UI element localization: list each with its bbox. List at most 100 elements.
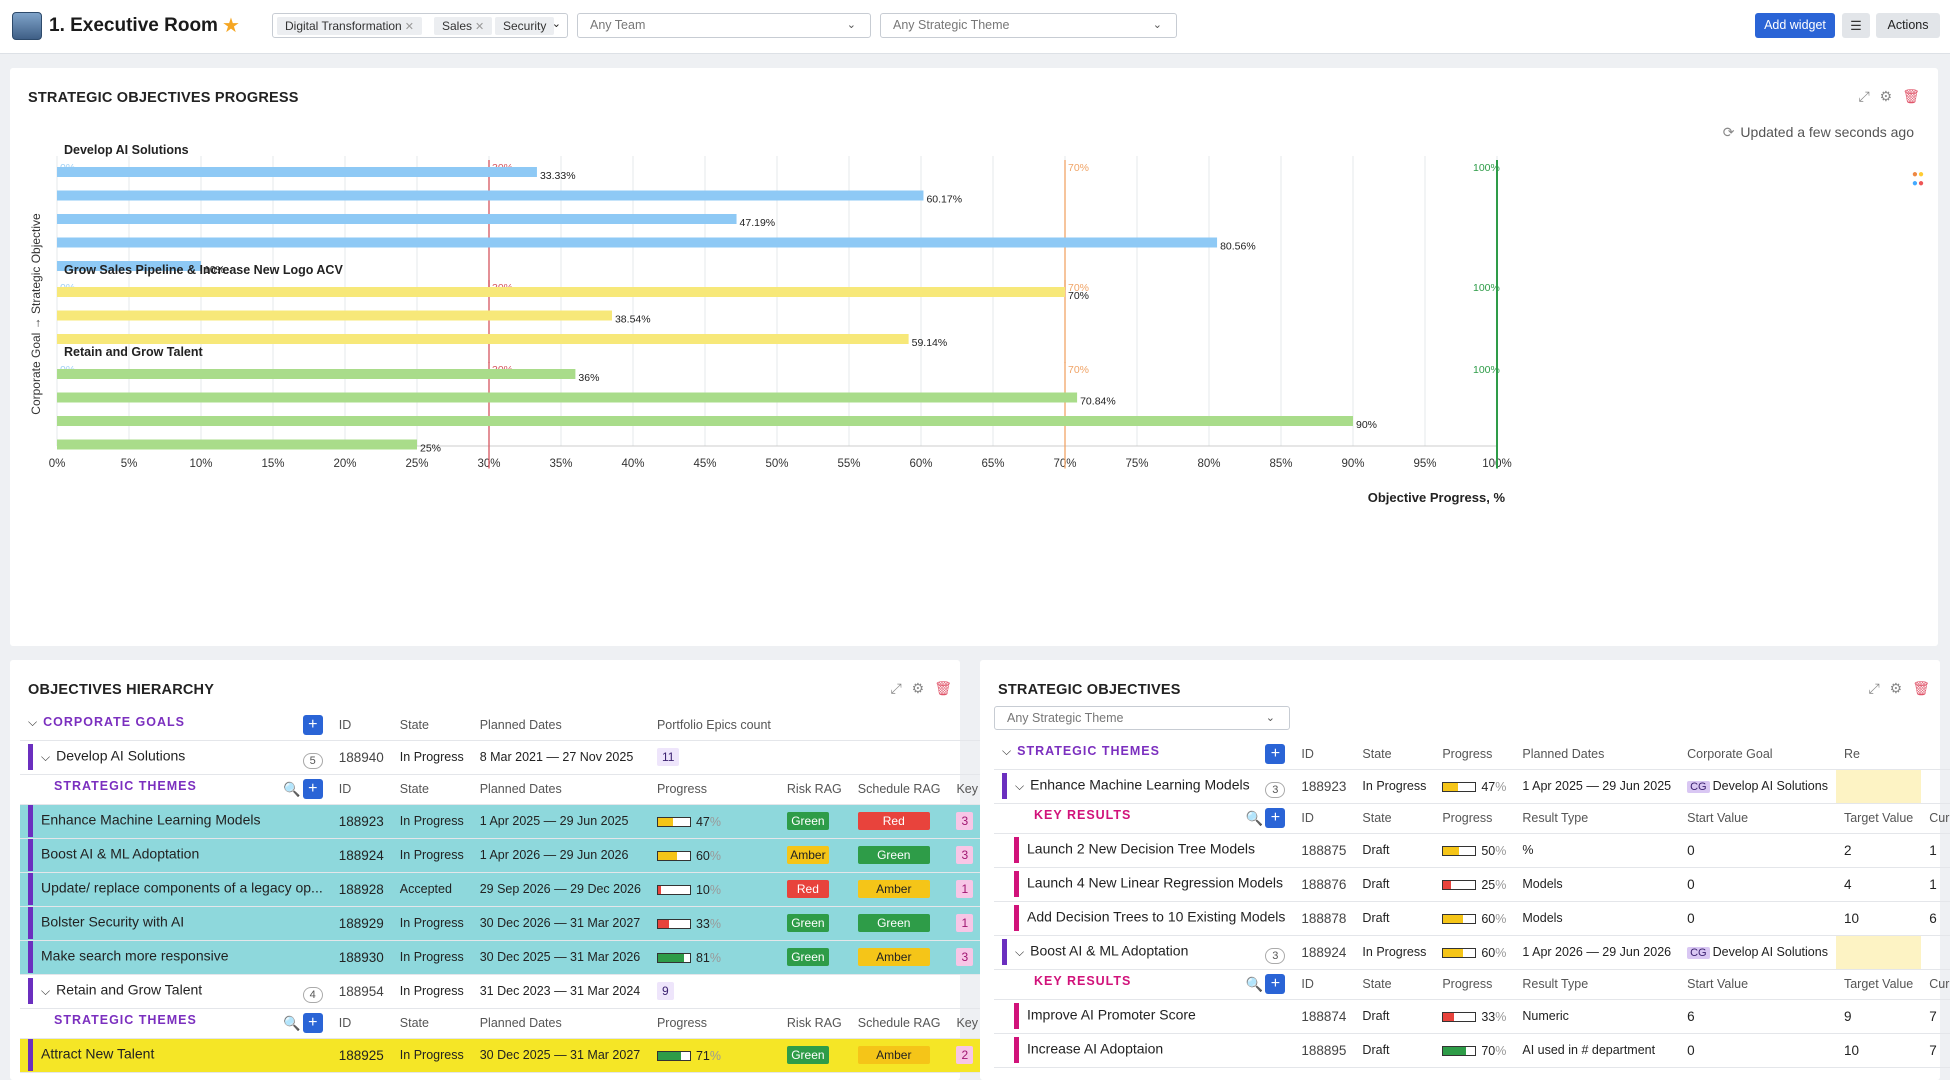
add-theme-button[interactable]: +	[302, 779, 323, 799]
tag-chip[interactable]: Digital Transformation ✕	[277, 17, 422, 35]
strategic-theme-select[interactable]: Any Strategic Theme ⌄	[880, 13, 1177, 38]
tag-chip[interactable]: Security	[495, 17, 555, 35]
column-header[interactable]: ID	[1293, 739, 1355, 770]
kr-name[interactable]: Launch 2 New Decision Tree Models	[1027, 840, 1256, 857]
chevron-down-icon[interactable]: ⌄	[551, 18, 561, 30]
theme-name[interactable]: Enhance Machine Learning Models	[1030, 776, 1250, 793]
actions-button[interactable]: Actions	[1876, 13, 1940, 38]
goal-row[interactable]: ⌵ Develop AI Solutions 5 188940 In Progres…	[20, 740, 993, 775]
chevron-down-icon[interactable]: ⌵	[1015, 944, 1025, 959]
add-goal-button[interactable]: +	[302, 714, 323, 735]
trash-icon[interactable]: 🗑	[1902, 88, 1920, 104]
theme-name[interactable]: Bolster Security with AI	[41, 913, 185, 930]
team-select[interactable]: Any Team ⌄	[577, 13, 871, 38]
column-header[interactable]: State	[391, 774, 472, 805]
search-icon[interactable]: 🔍	[283, 780, 301, 797]
column-header[interactable]: Risk RAG	[778, 1008, 850, 1039]
chevron-down-icon[interactable]: ⌵	[28, 714, 38, 729]
column-header[interactable]: Result Type	[1514, 969, 1680, 1000]
theme-name[interactable]: Attract New Talent	[41, 1045, 155, 1062]
favorite-star-icon[interactable]: ★	[222, 15, 240, 37]
column-header[interactable]: Planned Dates	[1514, 739, 1680, 770]
gear-icon[interactable]: ⚙	[1889, 680, 1903, 696]
theme-row[interactable]: ⌵ Enhance Machine Learning Models 3 188923…	[994, 769, 1950, 804]
goal-name[interactable]: Retain and Grow Talent	[56, 981, 203, 998]
column-header[interactable]: State	[1354, 803, 1435, 834]
expand-icon[interactable]: ⤢	[1868, 680, 1880, 696]
theme-row[interactable]: ⌵ Boost AI & ML Adoptation 3 188924 In Pro…	[994, 935, 1950, 970]
search-icon[interactable]: 🔍	[1245, 975, 1264, 992]
theme-name[interactable]: Boost AI & ML Adoptation	[1030, 942, 1189, 959]
column-header[interactable]: Planned Dates	[471, 710, 649, 741]
column-header[interactable]: State	[1354, 739, 1435, 770]
goal-row[interactable]: ⌵ Retain and Grow Talent 4 188954 In Progr…	[20, 974, 993, 1009]
column-header[interactable]: Risk RAG	[778, 774, 850, 805]
strategic-theme-filter[interactable]: Any Strategic Theme ⌄	[994, 706, 1290, 730]
column-header[interactable]: Re	[1835, 739, 1922, 770]
theme-name[interactable]: Enhance Machine Learning Models	[41, 811, 261, 828]
search-icon[interactable]: 🔍	[283, 1014, 301, 1031]
kr-name[interactable]: Increase AI Adoptaion	[1027, 1040, 1164, 1057]
theme-row[interactable]: Enhance Machine Learning Models 188923 I…	[20, 804, 993, 839]
column-header[interactable]: Progress	[648, 1008, 779, 1039]
key-result-row[interactable]: Add Decision Trees to 10 Existing Models…	[994, 901, 1950, 936]
add-key-result-button[interactable]: +	[1265, 808, 1286, 828]
column-header[interactable]: ID	[330, 710, 392, 741]
key-result-row[interactable]: Launch 2 New Decision Tree Models 188875…	[994, 833, 1950, 868]
trash-icon[interactable]: 🗑	[934, 680, 952, 696]
column-header[interactable]: Start Value	[1679, 969, 1836, 1000]
column-header[interactable]: Schedule RAG	[849, 1008, 949, 1039]
column-header[interactable]: ID	[330, 774, 392, 805]
color-palette-icon[interactable]: ●● ●●	[1911, 169, 1924, 189]
theme-row[interactable]: Bolster Security with AI 188929 In Progr…	[20, 906, 993, 941]
key-result-row[interactable]: Improve AI Promoter Score 188874 Draft 3…	[994, 999, 1950, 1034]
add-theme-button[interactable]: +	[1265, 743, 1286, 764]
remove-tag-icon[interactable]: ✕	[475, 21, 485, 33]
column-header[interactable]: Progress	[1434, 803, 1515, 834]
column-header[interactable]: State	[391, 710, 472, 741]
chevron-down-icon[interactable]: ⌵	[41, 749, 51, 764]
add-widget-button[interactable]: Add widget	[1755, 13, 1835, 38]
theme-row[interactable]: Update/ replace components of a legacy o…	[20, 872, 993, 907]
column-header[interactable]: Result Type	[1514, 803, 1680, 834]
remove-tag-icon[interactable]: ✕	[404, 21, 414, 33]
column-header[interactable]: State	[391, 1008, 472, 1039]
theme-row[interactable]: Boost AI & ML Adoptation 188924 In Progr…	[20, 838, 993, 873]
column-header[interactable]: ID	[1293, 803, 1355, 834]
goal-name[interactable]: Develop AI Solutions	[56, 747, 186, 764]
chevron-down-icon[interactable]: ⌵	[1015, 778, 1025, 793]
gear-icon[interactable]: ⚙	[911, 680, 925, 696]
column-header[interactable]: Corporate Goal	[1679, 739, 1836, 770]
kr-name[interactable]: Improve AI Promoter Score	[1027, 1006, 1196, 1023]
add-theme-button[interactable]: +	[302, 1013, 323, 1033]
theme-name[interactable]: Update/ replace components of a legacy o…	[41, 879, 323, 896]
kr-name[interactable]: Launch 4 New Linear Regression Models	[1027, 874, 1284, 891]
theme-name[interactable]: Make search more responsive	[41, 947, 229, 964]
column-header[interactable]: Schedule RAG	[849, 774, 949, 805]
gear-icon[interactable]: ⚙	[1879, 88, 1893, 104]
filter-icon[interactable]: ☰	[1842, 13, 1870, 38]
chevron-down-icon[interactable]: ⌵	[1002, 743, 1012, 758]
column-header[interactable]: Portfolio Epics count	[648, 710, 779, 741]
trash-icon[interactable]: 🗑	[1912, 680, 1930, 696]
theme-row[interactable]: Attract New Talent 188925 In Progress 30…	[20, 1038, 993, 1073]
refresh-icon[interactable]: ⟳	[1722, 124, 1735, 140]
corporate-goal[interactable]: Develop AI Solutions	[1712, 945, 1828, 959]
key-result-row[interactable]: Increase AI Adoptaion 188895 Draft 70% A…	[994, 1033, 1950, 1068]
column-header[interactable]: Start Value	[1679, 803, 1836, 834]
column-header[interactable]: Current Value	[1921, 803, 1950, 834]
column-header[interactable]: Progress	[1434, 739, 1515, 770]
tag-chip[interactable]: Sales ✕	[434, 17, 493, 35]
column-header[interactable]: Planned Dates	[471, 1008, 649, 1039]
corporate-goal[interactable]: Develop AI Solutions	[1712, 779, 1828, 793]
chevron-down-icon[interactable]: ⌵	[41, 983, 51, 998]
column-header[interactable]: Target Value	[1835, 969, 1922, 1000]
tag-filter[interactable]: Digital Transformation ✕ Sales ✕ Security …	[272, 13, 568, 38]
theme-name[interactable]: Boost AI & ML Adoptation	[41, 845, 200, 862]
column-header[interactable]: Progress	[1434, 969, 1515, 1000]
column-header[interactable]: Planned Dates	[471, 774, 649, 805]
theme-row[interactable]: Make search more responsive 188930 In Pr…	[20, 940, 993, 975]
expand-icon[interactable]: ⤢	[890, 680, 902, 696]
column-header[interactable]: Target Value	[1835, 803, 1922, 834]
column-header[interactable]: Current Value	[1921, 969, 1950, 1000]
